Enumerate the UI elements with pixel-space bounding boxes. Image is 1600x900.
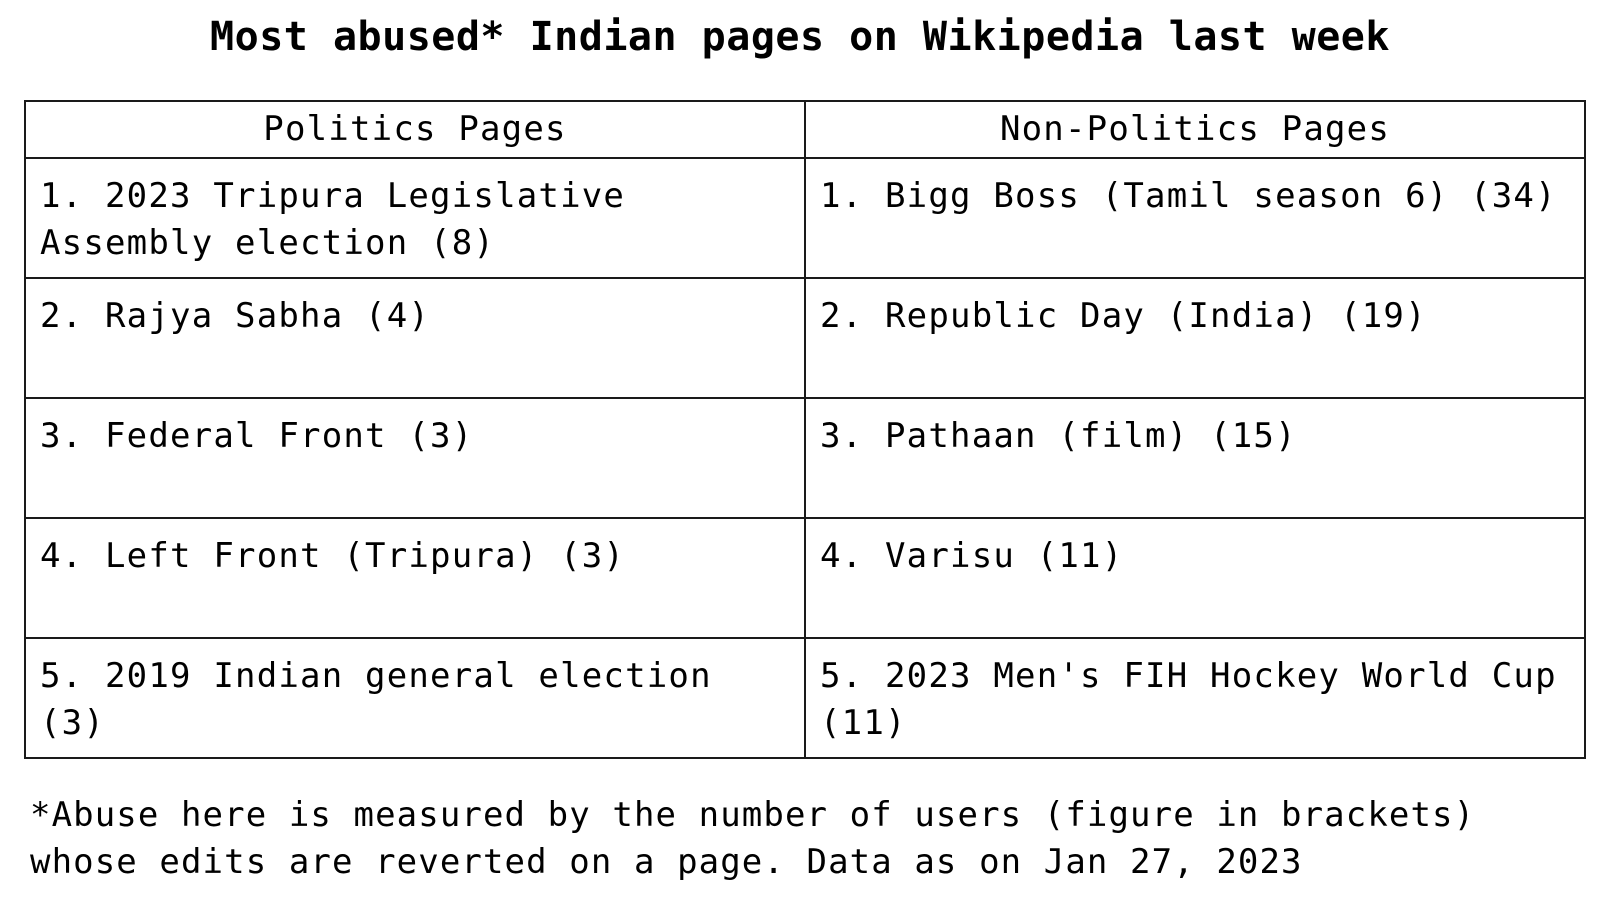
pages-table: Politics Pages Non-Politics Pages 1. 202… (24, 100, 1586, 759)
table-cell-non-politics: 5. 2023 Men's FIH Hockey World Cup (11) (804, 637, 1586, 759)
table-cell-politics: 2. Rajya Sabha (4) (24, 277, 806, 399)
table-row: 1. 2023 Tripura Legislative Assembly ele… (24, 157, 1586, 279)
table-cell-non-politics: 3. Pathaan (film) (15) (804, 397, 1586, 519)
table-cell-non-politics: 4. Varisu (11) (804, 517, 1586, 639)
footnote: *Abuse here is measured by the number of… (30, 795, 1476, 882)
table-header-row: Politics Pages Non-Politics Pages (24, 100, 1586, 159)
table-row: 3. Federal Front (3) 3. Pathaan (film) (… (24, 397, 1586, 519)
column-header-non-politics: Non-Politics Pages (804, 100, 1586, 159)
chart-title: Most abused* Indian pages on Wikipedia l… (210, 14, 1390, 60)
column-header-politics: Politics Pages (24, 100, 806, 159)
table-row: 5. 2019 Indian general election (3) 5. 2… (24, 637, 1586, 759)
table-row: 2. Rajya Sabha (4) 2. Republic Day (Indi… (24, 277, 1586, 399)
table-cell-non-politics: 1. Bigg Boss (Tamil season 6) (34) (804, 157, 1586, 279)
table-cell-non-politics: 2. Republic Day (India) (19) (804, 277, 1586, 399)
table-cell-politics: 4. Left Front (Tripura) (3) (24, 517, 806, 639)
table-cell-politics: 3. Federal Front (3) (24, 397, 806, 519)
table-row: 4. Left Front (Tripura) (3) 4. Varisu (1… (24, 517, 1586, 639)
table-cell-politics: 1. 2023 Tripura Legislative Assembly ele… (24, 157, 806, 279)
table-cell-politics: 5. 2019 Indian general election (3) (24, 637, 806, 759)
